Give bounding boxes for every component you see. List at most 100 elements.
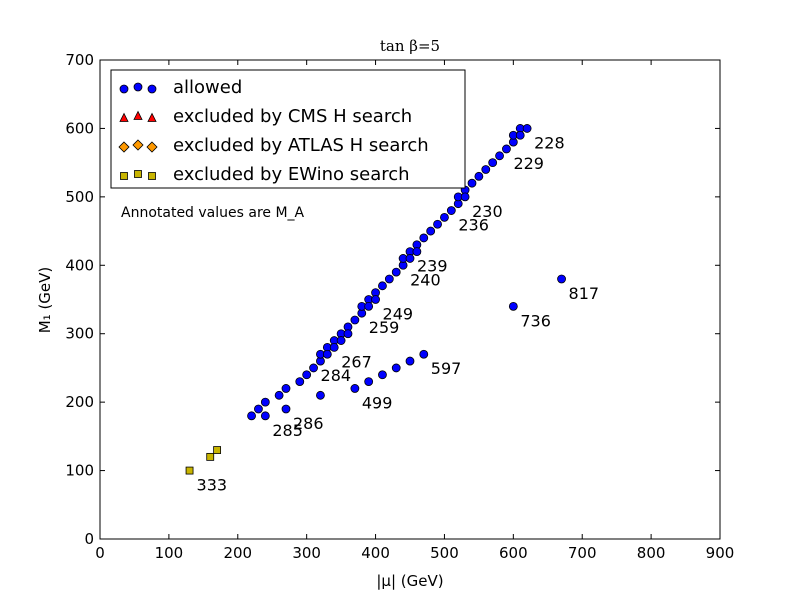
legend-marker	[147, 84, 157, 94]
data-point	[557, 274, 566, 284]
data-point	[495, 151, 504, 161]
point-annotation: 286	[293, 414, 324, 433]
data-point	[405, 356, 415, 366]
legend-marker	[134, 170, 142, 178]
data-point	[371, 295, 380, 304]
data-point	[508, 301, 518, 311]
legend-marker	[119, 112, 129, 122]
data-point	[384, 274, 394, 284]
legend: allowed excluded by CMS H search excluded …	[110, 69, 466, 189]
legend-label: excluded by CMS H search	[173, 106, 412, 127]
point-annotation: 333	[197, 476, 228, 495]
legend-marker	[133, 82, 143, 92]
data-point	[206, 452, 215, 461]
data-point	[364, 377, 374, 387]
legend-marker	[148, 172, 156, 180]
data-point	[481, 165, 491, 174]
data-point	[247, 411, 256, 421]
y-tick-label: 400	[65, 256, 94, 274]
point-annotation: 284	[321, 366, 352, 385]
data-point	[460, 192, 470, 202]
x-axis-label: |μ| (GeV)	[376, 572, 443, 590]
x-tick-label: 800	[637, 544, 666, 562]
legend-marker	[146, 141, 158, 153]
point-annotation: 240	[410, 270, 441, 289]
y-axis-label: M₁ (GeV)	[36, 267, 54, 334]
data-point	[336, 336, 346, 345]
data-point	[213, 446, 222, 454]
legend-entry: excluded by ATLAS H search	[118, 135, 429, 156]
data-point	[467, 178, 477, 188]
y-tick-label: 500	[65, 188, 94, 206]
legend-box	[110, 69, 466, 189]
data-point	[364, 301, 374, 311]
data-point	[440, 212, 449, 222]
data-point	[322, 349, 332, 359]
point-annotation: 499	[362, 393, 393, 412]
legend-entry: excluded by CMS H search	[119, 106, 412, 127]
y-tick-label: 100	[65, 462, 94, 480]
point-annotation: 259	[369, 318, 400, 337]
data-point	[309, 363, 318, 373]
legend-entry: excluded by EWino search	[120, 164, 410, 185]
data-point	[302, 370, 312, 380]
y-tick-label: 0	[84, 530, 94, 548]
x-tick-label: 700	[568, 544, 597, 562]
points-layer	[185, 124, 566, 475]
data-point	[502, 144, 511, 154]
y-tick-label: 600	[65, 119, 94, 137]
legend-marker	[133, 110, 143, 120]
data-point	[391, 363, 401, 373]
x-tick-label: 200	[223, 544, 252, 562]
point-annotation: 249	[383, 305, 414, 324]
plot-frame	[99, 59, 721, 540]
data-point	[260, 397, 270, 407]
data-point	[295, 377, 305, 387]
legend-label: excluded by EWino search	[173, 164, 410, 185]
data-point	[185, 466, 194, 475]
data-point	[378, 370, 387, 380]
data-point	[350, 315, 360, 325]
chart-title: tan β=5	[380, 37, 440, 55]
data-point	[426, 226, 436, 236]
point-annotation: 228	[534, 133, 565, 152]
data-point	[419, 233, 429, 243]
x-tick-label: 900	[706, 544, 735, 562]
x-tick-label: 500	[430, 544, 459, 562]
data-point	[446, 206, 456, 215]
point-annotation: 229	[513, 154, 544, 173]
legend-marker	[120, 172, 128, 180]
y-tick-label: 200	[65, 393, 94, 411]
x-tick-label: 100	[155, 544, 184, 562]
x-tick-label: 400	[361, 544, 390, 562]
data-point	[350, 384, 360, 393]
legend-label: excluded by ATLAS H search	[173, 135, 429, 156]
legend-marker	[132, 139, 144, 151]
data-point	[343, 329, 353, 339]
data-point	[378, 281, 387, 291]
data-point	[281, 404, 291, 414]
point-annotation: 285	[272, 421, 303, 440]
point-annotation: 736	[520, 311, 551, 330]
data-point	[281, 384, 291, 393]
x-tick-label: 300	[292, 544, 321, 562]
y-tick-label: 700	[65, 51, 94, 69]
data-point	[329, 342, 339, 352]
ticks-layer: 0 100 200 300 400 500 600 700 800 900 0 100 200 300 40…	[65, 51, 734, 562]
data-point	[274, 390, 284, 400]
point-annotation: 817	[569, 284, 600, 303]
x-tick-label: 0	[95, 544, 105, 562]
point-annotation: 230	[472, 202, 503, 221]
data-point	[391, 267, 401, 277]
point-annotation: 597	[431, 359, 462, 378]
data-point	[433, 219, 442, 229]
data-point	[405, 254, 415, 263]
data-point	[515, 130, 525, 140]
x-tick-label: 600	[499, 544, 528, 562]
legend-marker	[118, 141, 130, 153]
legend-label: allowed	[173, 77, 242, 98]
point-annotation: 236	[458, 216, 489, 235]
legend-entry: allowed	[119, 77, 242, 98]
data-point	[412, 247, 422, 257]
